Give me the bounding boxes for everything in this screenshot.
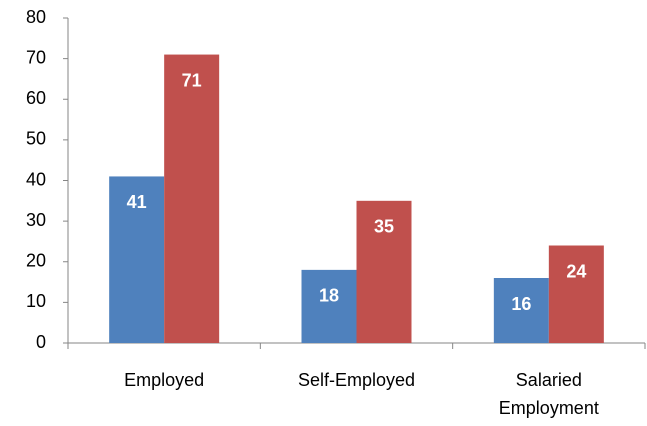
bar [109, 176, 165, 343]
value-label: 18 [319, 286, 339, 306]
value-label: 35 [374, 217, 394, 237]
y-tick-label: 80 [26, 7, 46, 27]
bar [356, 200, 412, 343]
value-label: 16 [511, 294, 531, 314]
value-label: 71 [182, 70, 202, 90]
y-tick-label: 10 [26, 291, 46, 311]
bar [164, 54, 220, 343]
y-tick-label: 30 [26, 210, 46, 230]
y-tick-label: 20 [26, 251, 46, 271]
value-label: 41 [127, 192, 147, 212]
y-tick-label: 0 [36, 332, 46, 352]
x-tick-label: Salaried Employment [498, 370, 599, 418]
y-tick-label: 40 [26, 169, 46, 189]
y-tick-label: 70 [26, 47, 46, 67]
bar [548, 245, 604, 343]
y-tick-label: 60 [26, 88, 46, 108]
y-tick-label: 50 [26, 129, 46, 149]
value-label: 24 [566, 261, 586, 281]
x-tick-label: Self-Employed [297, 370, 416, 390]
bar [301, 269, 357, 343]
x-tick-label: Employed [124, 370, 205, 390]
bar [493, 278, 549, 343]
